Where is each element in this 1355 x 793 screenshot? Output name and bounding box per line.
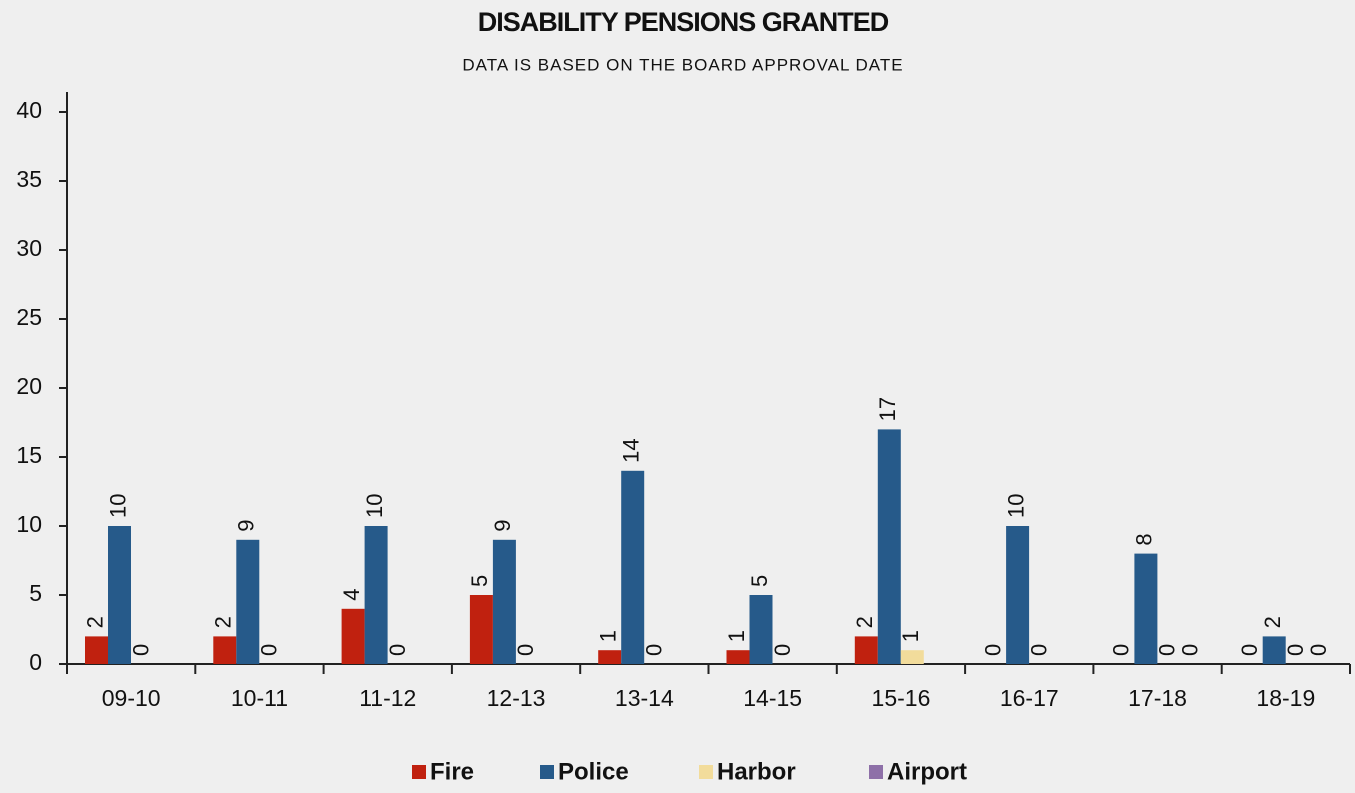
y-tick-label: 0 — [29, 649, 42, 675]
bar — [749, 595, 773, 664]
bar — [900, 650, 924, 664]
bar — [621, 470, 645, 664]
y-tick-label: 40 — [16, 97, 42, 123]
data-label: 1 — [898, 630, 923, 642]
y-tick-label: 10 — [16, 511, 42, 537]
data-label: 10 — [105, 494, 130, 518]
data-label: 0 — [642, 644, 667, 656]
data-label: 0 — [128, 644, 153, 656]
data-label: 0 — [257, 644, 282, 656]
data-label: 0 — [1155, 644, 1180, 656]
legend-label: Harbor — [717, 758, 796, 785]
data-label: 0 — [1026, 644, 1051, 656]
data-label: 0 — [1237, 644, 1262, 656]
x-tick-label: 16-17 — [1000, 685, 1059, 711]
bar — [1006, 526, 1030, 664]
data-label: 17 — [875, 397, 900, 421]
data-label: 0 — [1109, 644, 1134, 656]
x-tick-label: 15-16 — [872, 685, 931, 711]
bar — [85, 636, 108, 664]
data-label: 5 — [467, 575, 492, 587]
data-label: 0 — [385, 644, 410, 656]
data-label: 10 — [1003, 494, 1028, 518]
legend-swatch — [412, 765, 426, 779]
x-tick-label: 17-18 — [1128, 685, 1187, 711]
data-label: 2 — [1260, 616, 1285, 628]
bar — [1262, 636, 1286, 664]
bar — [492, 539, 516, 664]
bar — [877, 429, 901, 664]
legend-swatch — [699, 765, 713, 779]
data-label: 10 — [362, 494, 387, 518]
bar — [1134, 553, 1158, 664]
data-label: 2 — [82, 616, 107, 628]
data-label: 2 — [852, 616, 877, 628]
legend-swatch — [540, 765, 554, 779]
x-tick-label: 10-11 — [231, 685, 288, 711]
x-tick-label: 13-14 — [615, 685, 674, 711]
chart-title: DISABILITY PENSIONS GRANTED — [478, 7, 889, 37]
data-label: 0 — [1306, 644, 1331, 656]
data-label: 1 — [724, 630, 749, 642]
bar — [726, 650, 750, 664]
y-tick-label: 20 — [16, 373, 42, 399]
data-label: 0 — [1283, 644, 1308, 656]
bar — [341, 608, 365, 664]
bar — [108, 526, 131, 664]
bar — [213, 636, 237, 664]
data-label: 9 — [490, 520, 515, 532]
data-label: 14 — [619, 438, 644, 462]
y-tick-label: 25 — [16, 304, 42, 330]
data-label: 0 — [513, 644, 538, 656]
data-label: 9 — [234, 520, 259, 532]
data-label: 0 — [770, 644, 795, 656]
chart-subtitle: DATA IS BASED ON THE BOARD APPROVAL DATE — [462, 55, 903, 74]
y-tick-label: 15 — [16, 442, 42, 468]
legend-label: Police — [558, 758, 629, 785]
data-label: 0 — [980, 644, 1005, 656]
y-tick-label: 35 — [16, 166, 42, 192]
bar — [236, 539, 260, 664]
y-tick-label: 30 — [16, 235, 42, 261]
bar — [854, 636, 878, 664]
legend-swatch — [869, 765, 883, 779]
data-label: 5 — [747, 575, 772, 587]
data-label: 0 — [1178, 644, 1203, 656]
bar — [598, 650, 622, 664]
x-tick-label: 12-13 — [487, 685, 546, 711]
x-tick-label: 18-19 — [1256, 685, 1315, 711]
x-tick-label: 11-12 — [359, 685, 416, 711]
data-label: 1 — [596, 630, 621, 642]
data-label: 4 — [339, 589, 364, 601]
bar — [364, 526, 388, 664]
legend-label: Fire — [430, 758, 474, 785]
legend-label: Airport — [887, 758, 967, 785]
data-label: 2 — [211, 616, 236, 628]
data-label: 8 — [1132, 533, 1157, 545]
y-tick-label: 5 — [29, 580, 42, 606]
x-tick-label: 09-10 — [102, 685, 161, 711]
bar — [469, 595, 493, 664]
x-tick-label: 14-15 — [743, 685, 802, 711]
